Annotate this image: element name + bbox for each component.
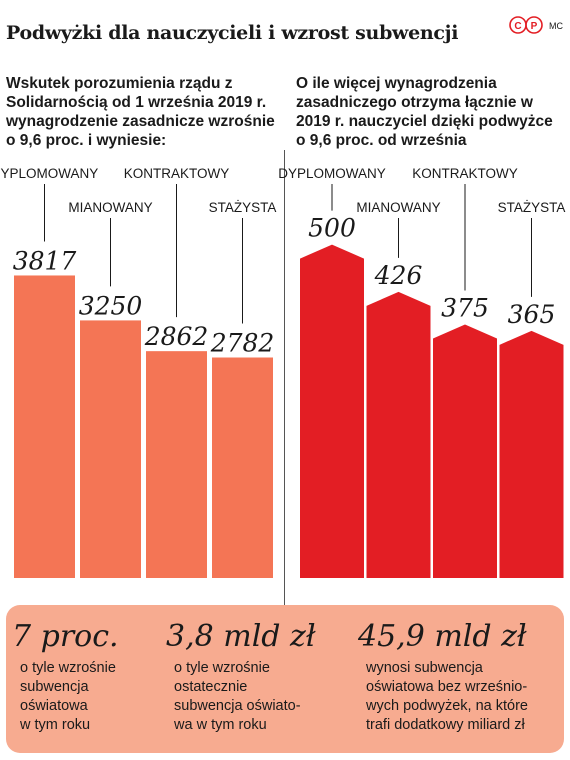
bar-0-mianowany bbox=[80, 320, 141, 578]
bar-0-dyplomowany bbox=[14, 275, 75, 578]
svg-text:P: P bbox=[531, 21, 538, 32]
stat-value: 3,8 mld zł bbox=[166, 619, 316, 654]
stat-description: o tyle wzrośnie ostatecznie subwencja oświ… bbox=[174, 660, 301, 733]
bar-0-kontraktowy bbox=[146, 351, 207, 578]
category-label-1-kontraktowy: KONTRAKTOWY bbox=[412, 166, 518, 181]
stat-description: o tyle wzrośnie subwencja oświatowa w tym r… bbox=[20, 660, 116, 733]
category-label-0-mianowany: MIANOWANY bbox=[68, 200, 152, 215]
bar-1-kontraktowy bbox=[433, 324, 497, 578]
stat-subsidy-growth-amount: 3,8 mld zł o tyle wzrośnie ostatecznie sub… bbox=[166, 615, 346, 735]
stat-subsidy-growth-percent: 7 proc. o tyle wzrośnie subwencja oświatow… bbox=[12, 615, 158, 735]
chart-title: Podwyżki dla nauczycieli i wzrost subwen… bbox=[6, 22, 459, 44]
value-label-0-dyplomowany: 3817 bbox=[13, 246, 77, 275]
category-label-0-kontraktowy: KONTRAKTOWY bbox=[124, 166, 230, 181]
chart-divider bbox=[284, 150, 285, 606]
value-label-0-stażysta: 2782 bbox=[210, 329, 275, 358]
left-chart-heading: Wskutek porozumienia rządu z Solidarnośc… bbox=[6, 75, 275, 149]
bar-0-stażysta bbox=[212, 357, 273, 578]
category-label-1-dyplomowany: DYPLOMOWANY bbox=[278, 166, 386, 181]
value-label-0-mianowany: 3250 bbox=[79, 291, 143, 320]
bar-1-dyplomowany bbox=[300, 244, 364, 578]
bar-1-stażysta bbox=[499, 330, 564, 578]
author-initials: MC bbox=[549, 21, 563, 31]
value-label-1-mianowany: 426 bbox=[374, 261, 423, 290]
stat-value: 45,9 mld zł bbox=[358, 619, 527, 654]
category-label-1-stażysta: STAŻYSTA bbox=[498, 200, 566, 215]
value-label-1-stażysta: 365 bbox=[508, 300, 556, 329]
value-label-0-kontraktowy: 2862 bbox=[144, 322, 209, 351]
value-label-1-kontraktowy: 375 bbox=[441, 293, 489, 322]
summary-panel: 7 proc. o tyle wzrośnie subwencja oświatow… bbox=[6, 605, 564, 753]
value-label-1-dyplomowany: 500 bbox=[308, 214, 356, 243]
stat-value: 7 proc. bbox=[12, 619, 119, 654]
publisher-logo: C P MC bbox=[509, 16, 563, 34]
right-chart-heading: O ile więcej wynagrodzenia zasadniczego … bbox=[296, 75, 553, 149]
category-label-1-mianowany: MIANOWANY bbox=[356, 200, 440, 215]
category-label-0-dyplomowany: DYPLOMOWANY bbox=[0, 166, 98, 181]
bar-charts: 3817 DYPLOMOWANY 3250 MIANOWANY 2862 KONTRAKT… bbox=[0, 166, 566, 578]
stat-subsidy-total: 45,9 mld zł wynosi subwencja oświatowa be… bbox=[358, 615, 564, 735]
bar-1-mianowany bbox=[366, 291, 431, 578]
stat-description: wynosi subwencja oświatowa bez wrześnio-w… bbox=[366, 660, 528, 733]
category-label-0-stażysta: STAŻYSTA bbox=[209, 200, 277, 215]
svg-text:C: C bbox=[514, 21, 521, 32]
